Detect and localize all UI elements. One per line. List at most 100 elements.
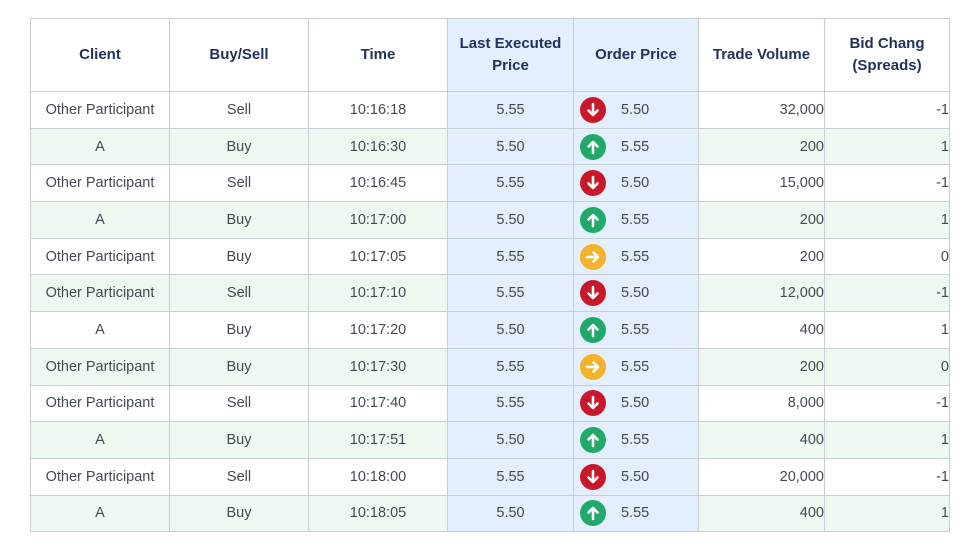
cell-time: 10:16:30 [308, 127, 448, 166]
cell-buy-sell: Sell [169, 384, 309, 423]
table-body: Other Participant Sell 10:16:18 5.55 5.50 32,… [30, 91, 950, 533]
cell-trade-volume: 20,000 [698, 457, 825, 496]
cell-buy-sell: Buy [169, 237, 309, 276]
table-header-row: Client Buy/Sell Time Last Executed Price… [30, 18, 950, 92]
header-bid-change: Bid Chang (Spreads) [824, 18, 950, 92]
cell-bid-change: 0 [824, 237, 950, 276]
order-price-value: 5.55 [621, 505, 650, 522]
cell-bid-change: 1 [824, 311, 950, 349]
cell-trade-volume: 8,000 [698, 384, 825, 423]
cell-buy-sell: Sell [169, 164, 309, 203]
cell-time: 10:17:30 [308, 347, 448, 386]
header-last-executed-price: Last Executed Price [447, 18, 574, 92]
cell-bid-change: 0 [824, 347, 950, 386]
cell-time: 10:16:18 [308, 91, 448, 129]
cell-order-price: 5.55 [573, 421, 699, 459]
table-row: A Buy 10:17:20 5.50 5.55 400 1 [30, 311, 950, 349]
cell-client: Other Participant [30, 91, 170, 129]
table-row: Other Participant Sell 10:16:18 5.55 5.50 32,… [30, 91, 950, 129]
cell-buy-sell: Buy [169, 127, 309, 166]
cell-last-executed-price: 5.50 [447, 311, 574, 349]
cell-bid-change: -1 [824, 457, 950, 496]
cell-order-price: 5.55 [573, 347, 699, 386]
cell-bid-change: -1 [824, 91, 950, 129]
cell-client: Other Participant [30, 457, 170, 496]
arrow-up-icon [580, 427, 606, 454]
table-row: Other Participant Buy 10:17:05 5.55 5.55 200 0 [30, 237, 950, 276]
header-time: Time [308, 18, 448, 92]
cell-buy-sell: Buy [169, 421, 309, 459]
cell-order-price: 5.50 [573, 164, 699, 203]
cell-client: A [30, 311, 170, 349]
arrow-down-icon [580, 463, 606, 490]
arrow-right-icon [580, 353, 606, 380]
order-price-value: 5.50 [621, 285, 650, 302]
cell-trade-volume: 200 [698, 237, 825, 276]
cell-buy-sell: Sell [169, 91, 309, 129]
order-price-value: 5.55 [621, 138, 650, 155]
cell-last-executed-price: 5.50 [447, 494, 574, 533]
order-price-value: 5.50 [621, 395, 650, 412]
cell-trade-volume: 15,000 [698, 164, 825, 203]
cell-order-price: 5.50 [573, 274, 699, 313]
arrow-up-icon [580, 206, 606, 233]
cell-bid-change: -1 [824, 384, 950, 423]
cell-time: 10:17:00 [308, 201, 448, 239]
cell-trade-volume: 200 [698, 127, 825, 166]
cell-client: A [30, 494, 170, 533]
cell-last-executed-price: 5.55 [447, 274, 574, 313]
cell-trade-volume: 400 [698, 311, 825, 349]
arrow-up-icon [580, 133, 606, 160]
trade-log: Client Buy/Sell Time Last Executed Price… [30, 18, 950, 533]
header-client: Client [30, 18, 170, 92]
header-buy-sell: Buy/Sell [169, 18, 309, 92]
cell-bid-change: -1 [824, 274, 950, 313]
cell-last-executed-price: 5.50 [447, 127, 574, 166]
arrow-up-icon [580, 500, 606, 527]
cell-buy-sell: Sell [169, 274, 309, 313]
cell-trade-volume: 200 [698, 347, 825, 386]
cell-time: 10:17:20 [308, 311, 448, 349]
cell-bid-change: 1 [824, 201, 950, 239]
cell-order-price: 5.50 [573, 457, 699, 496]
cell-client: Other Participant [30, 347, 170, 386]
cell-buy-sell: Buy [169, 311, 309, 349]
cell-order-price: 5.55 [573, 311, 699, 349]
cell-client: A [30, 421, 170, 459]
cell-trade-volume: 200 [698, 201, 825, 239]
arrow-up-icon [580, 316, 606, 343]
cell-time: 10:18:00 [308, 457, 448, 496]
arrow-down-icon [580, 390, 606, 417]
order-price-value: 5.50 [621, 468, 650, 485]
cell-time: 10:17:10 [308, 274, 448, 313]
order-price-value: 5.55 [621, 211, 650, 228]
cell-time: 10:17:05 [308, 237, 448, 276]
table-row: Other Participant Sell 10:17:40 5.55 5.50 8,0… [30, 384, 950, 423]
cell-buy-sell: Sell [169, 457, 309, 496]
order-price-value: 5.50 [621, 101, 650, 118]
cell-buy-sell: Buy [169, 347, 309, 386]
cell-buy-sell: Buy [169, 494, 309, 533]
cell-client: Other Participant [30, 274, 170, 313]
cell-time: 10:16:45 [308, 164, 448, 203]
table-row: Other Participant Sell 10:17:10 5.55 5.50 12,… [30, 274, 950, 313]
order-price-value: 5.55 [621, 358, 650, 375]
table-row: A Buy 10:18:05 5.50 5.55 400 1 [30, 494, 950, 533]
arrow-down-icon [580, 170, 606, 197]
cell-order-price: 5.55 [573, 494, 699, 533]
order-price-value: 5.55 [621, 432, 650, 449]
cell-last-executed-price: 5.50 [447, 201, 574, 239]
table-row: Other Participant Sell 10:16:45 5.55 5.50 15,… [30, 164, 950, 203]
order-price-value: 5.50 [621, 175, 650, 192]
table-row: A Buy 10:17:00 5.50 5.55 200 1 [30, 201, 950, 239]
cell-bid-change: -1 [824, 164, 950, 203]
cell-bid-change: 1 [824, 127, 950, 166]
cell-last-executed-price: 5.55 [447, 384, 574, 423]
order-price-value: 5.55 [621, 321, 650, 338]
cell-order-price: 5.50 [573, 91, 699, 129]
cell-bid-change: 1 [824, 494, 950, 533]
header-order-price: Order Price [573, 18, 699, 92]
cell-trade-volume: 400 [698, 421, 825, 459]
cell-order-price: 5.55 [573, 237, 699, 276]
arrow-down-icon [580, 280, 606, 307]
